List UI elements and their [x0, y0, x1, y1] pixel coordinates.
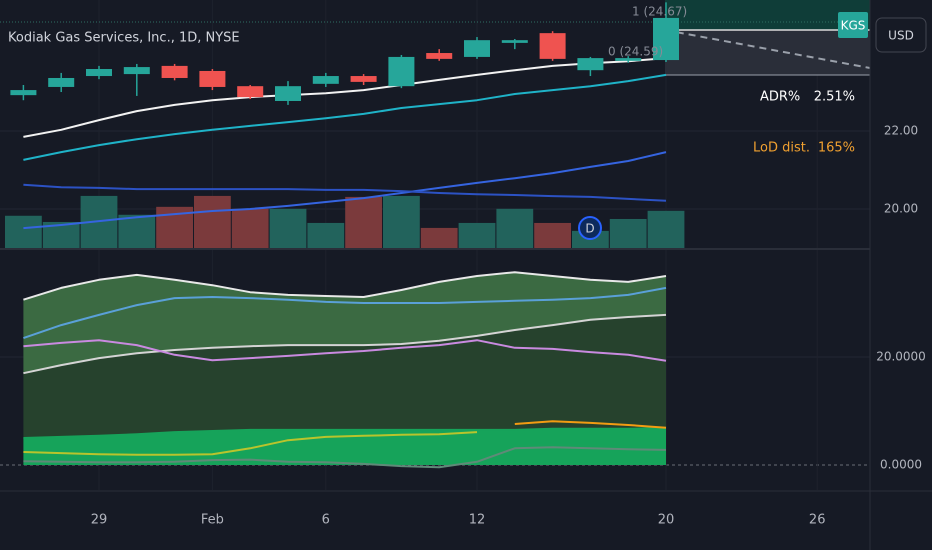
- line-series: [23, 183, 667, 202]
- chart-title: Kodiak Gas Services, Inc., 1D, NYSE: [8, 31, 240, 46]
- symbol-badge-text: KGS: [841, 19, 866, 33]
- volume-bar: [609, 218, 647, 248]
- candle-body: [275, 86, 301, 101]
- candle-body: [577, 58, 604, 71]
- candle-body: [350, 76, 377, 82]
- stat-label: LoD dist.: [753, 141, 810, 156]
- area-fill: [23, 427, 666, 465]
- x-tick-label: 20: [658, 513, 675, 528]
- line-series: [23, 446, 667, 469]
- price-axis: [870, 0, 932, 550]
- plot-area: [5, 2, 685, 469]
- candle-body: [199, 70, 226, 87]
- y-tick-label: 0.0000: [880, 457, 922, 471]
- volume-bar: [647, 210, 685, 248]
- stat-label: ADR%: [760, 90, 800, 105]
- candle-body: [388, 56, 415, 87]
- line-series: [23, 73, 667, 161]
- fib-zone-lower: [665, 30, 870, 75]
- projection-line: [664, 29, 871, 69]
- fib-label: 1 (24.67): [632, 5, 687, 19]
- x-tick-label: 12: [469, 513, 486, 528]
- candle-body: [464, 40, 490, 57]
- line-series: [23, 426, 667, 439]
- fib-label: 0 (24.59): [608, 45, 663, 59]
- volume-bar: [345, 196, 382, 248]
- volume-bar: [534, 222, 571, 248]
- volume-bar: [307, 222, 345, 248]
- line-series: [23, 313, 667, 375]
- candle-body: [123, 67, 150, 75]
- candle-body: [10, 90, 37, 96]
- candle-body: [86, 69, 112, 77]
- fib-zone-upper: [665, 0, 870, 30]
- line-series: [23, 57, 667, 138]
- volume-bar: [194, 195, 231, 248]
- volume-bar: [420, 227, 458, 248]
- candle-body: [48, 77, 75, 87]
- volume-bar: [496, 208, 534, 248]
- line-series: [23, 286, 667, 340]
- line-series: [23, 431, 478, 456]
- candle-body: [539, 33, 566, 59]
- x-tick-label: 26: [809, 513, 826, 528]
- candle-body: [653, 17, 679, 61]
- x-tick-label: 6: [322, 513, 330, 528]
- candle-body: [237, 86, 264, 98]
- candle-body: [161, 65, 188, 78]
- line-series: [23, 271, 667, 301]
- volume-bar: [458, 222, 496, 248]
- currency-button[interactable]: [875, 17, 927, 53]
- volume-bar: [5, 215, 42, 248]
- currency-label[interactable]: USD: [888, 29, 914, 43]
- symbol-badge: [838, 12, 868, 38]
- axis-labels: 22.00 20.00 20.0000 0.0000 29 Feb 6 12 20 26: [91, 124, 926, 528]
- event-marker-label[interactable]: D: [585, 222, 594, 236]
- x-tick-label: Feb: [201, 513, 224, 528]
- stat-value: 165%: [818, 141, 855, 156]
- candle-body: [426, 53, 453, 59]
- volume-bar: [269, 208, 307, 248]
- line-series: [514, 420, 667, 429]
- line-series: [23, 339, 667, 362]
- y-tick-label: 20.00: [884, 202, 918, 216]
- stat-value: 2.51%: [814, 90, 855, 105]
- y-tick-label: 20.0000: [876, 349, 926, 363]
- event-marker[interactable]: [578, 216, 602, 240]
- candle-body: [312, 76, 339, 84]
- line-series: [23, 151, 667, 230]
- volume-bar: [118, 214, 156, 248]
- x-tick-label: 29: [91, 513, 108, 528]
- volume-bar: [231, 208, 269, 248]
- candle-body: [501, 40, 528, 43]
- y-tick-label: 22.00: [884, 124, 918, 138]
- candle-body: [615, 58, 642, 61]
- volume-bar: [383, 195, 420, 248]
